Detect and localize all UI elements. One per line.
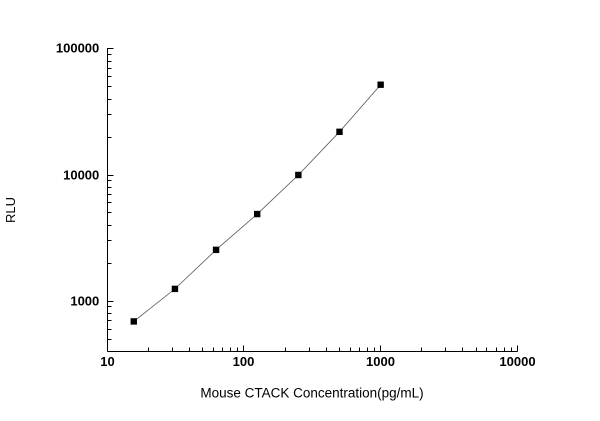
svg-text:10: 10 xyxy=(100,354,114,369)
svg-text:100000: 100000 xyxy=(56,41,99,56)
svg-text:10000: 10000 xyxy=(499,354,535,369)
svg-text:RLU: RLU xyxy=(3,197,18,223)
svg-text:1000: 1000 xyxy=(366,354,395,369)
svg-text:1000: 1000 xyxy=(70,294,99,309)
svg-text:100: 100 xyxy=(233,354,255,369)
svg-text:10000: 10000 xyxy=(63,168,99,183)
